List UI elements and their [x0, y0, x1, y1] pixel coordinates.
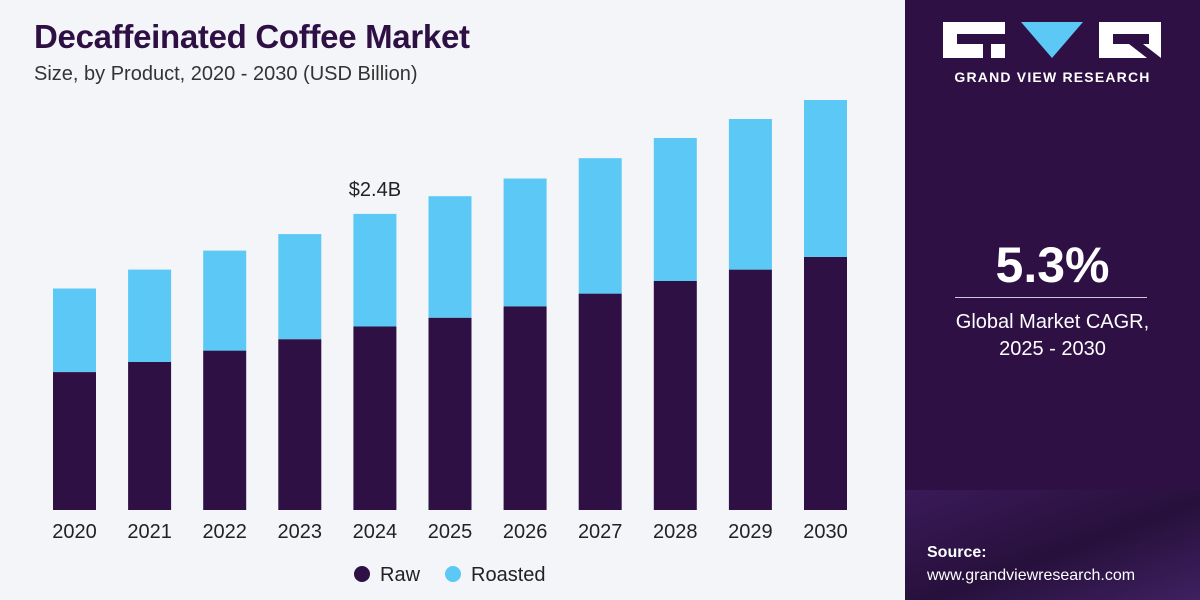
info-sidebar: GRAND VIEW RESEARCH 5.3% Global Market C…: [905, 0, 1200, 600]
bar-raw-2024: [353, 326, 397, 510]
x-tick-label-2030: 2030: [803, 521, 848, 543]
bar-roasted-2025: [428, 196, 472, 318]
bar-roasted-2029: [728, 119, 772, 270]
bar-roasted-2028: [653, 138, 697, 281]
legend-marker-raw: [354, 566, 370, 582]
source-background: [905, 490, 1200, 600]
x-tick-label-2026: 2026: [503, 521, 548, 543]
bar-raw-2020: [53, 372, 96, 510]
legend-marker-roasted: [445, 566, 461, 582]
data-label-2024: $2.4B: [349, 179, 401, 201]
legend-label-raw: Raw: [380, 564, 421, 586]
bar-raw-2026: [503, 306, 547, 510]
x-tick-label-2027: 2027: [578, 521, 623, 543]
bar-raw-2025: [428, 317, 472, 510]
x-tick-label-2024: 2024: [353, 521, 398, 543]
bar-raw-2021: [128, 361, 172, 510]
x-tick-label-2029: 2029: [728, 521, 773, 543]
bar-roasted-2027: [578, 158, 622, 294]
bar-raw-2023: [278, 339, 322, 510]
bar-roasted-2020: [53, 288, 96, 372]
chart-title: Decaffeinated Coffee Market: [34, 18, 470, 55]
bar-raw-2027: [578, 293, 622, 510]
source-url[interactable]: www.grandviewresearch.com: [927, 567, 1136, 584]
cagr-value: 5.3%: [995, 237, 1110, 293]
cagr-label: Global Market CAGR, 2025 - 2030: [905, 309, 1200, 363]
x-tick-label-2023: 2023: [278, 521, 323, 543]
x-tick-label-2020: 2020: [52, 521, 97, 543]
bar-roasted-2024: [353, 213, 397, 327]
x-tick-label-2025: 2025: [428, 521, 473, 543]
bar-raw-2028: [653, 281, 697, 510]
bar-roasted-2023: [278, 234, 322, 340]
bar-raw-2022: [203, 350, 247, 510]
chart-subtitle: Size, by Product, 2020 - 2030 (USD Billi…: [34, 63, 418, 85]
logo-text: GRAND VIEW RESEARCH: [954, 69, 1151, 85]
chart-panel: Decaffeinated Coffee Market Size, by Pro…: [0, 0, 905, 600]
source-label: Source:: [927, 544, 987, 561]
x-tick-label-2021: 2021: [127, 521, 172, 543]
cagr-label-line1: Global Market CAGR,: [955, 311, 1150, 333]
x-tick-label-2022: 2022: [202, 521, 247, 543]
bar-raw-2030: [804, 256, 847, 510]
bar-roasted-2021: [128, 269, 172, 362]
legend-label-roasted: Roasted: [471, 564, 546, 586]
cagr-label-line2: 2025 - 2030: [999, 338, 1106, 360]
grand-view-research-logo-icon: [943, 22, 1161, 58]
cagr-divider: [955, 297, 1147, 298]
x-tick-label-2028: 2028: [653, 521, 698, 543]
bar-roasted-2022: [203, 250, 247, 351]
bar-raw-2029: [728, 269, 772, 510]
bar-roasted-2026: [503, 178, 547, 307]
stacked-bar-chart: 2020 2021 2022 2023 2024 2025 2026 2027 2028 2029…: [52, 100, 848, 586]
bar-roasted-2030: [804, 100, 847, 257]
